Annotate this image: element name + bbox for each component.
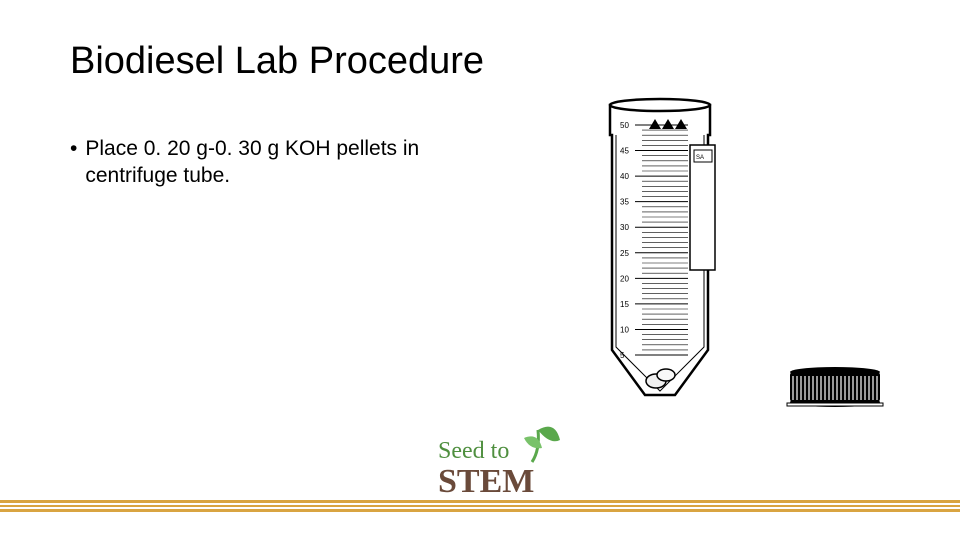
svg-text:15: 15 <box>620 300 629 309</box>
svg-text:50: 50 <box>620 121 629 130</box>
bullet-list: • Place 0. 20 g-0. 30 g KOH pellets in c… <box>70 135 490 190</box>
logo-bottom-text: STEM <box>438 463 534 500</box>
logo-top-text: Seed to <box>438 438 509 464</box>
seed-to-stem-logo: Seed to STEM <box>420 420 580 505</box>
svg-text:30: 30 <box>620 223 629 232</box>
centrifuge-tube: SA 50 45 40 35 30 25 20 15 10 5 <box>610 99 715 395</box>
bullet-dot: • <box>70 135 77 190</box>
svg-text:40: 40 <box>620 172 629 181</box>
leaf-icon <box>524 427 560 462</box>
svg-text:20: 20 <box>620 274 629 283</box>
svg-text:SA: SA <box>696 155 704 161</box>
svg-text:5: 5 <box>620 351 625 360</box>
tube-top-triangles <box>649 119 687 129</box>
svg-text:25: 25 <box>620 249 629 258</box>
bullet-text: Place 0. 20 g-0. 30 g KOH pellets in cen… <box>85 135 490 190</box>
svg-text:45: 45 <box>620 147 629 156</box>
centrifuge-illustration: SA 50 45 40 35 30 25 20 15 10 5 <box>560 95 920 435</box>
svg-text:10: 10 <box>620 325 629 334</box>
bullet-item: • Place 0. 20 g-0. 30 g KOH pellets in c… <box>70 135 490 190</box>
svg-text:35: 35 <box>620 198 629 207</box>
tube-cap <box>787 367 883 407</box>
page-title: Biodiesel Lab Procedure <box>70 40 484 83</box>
footer-divider <box>0 500 960 512</box>
